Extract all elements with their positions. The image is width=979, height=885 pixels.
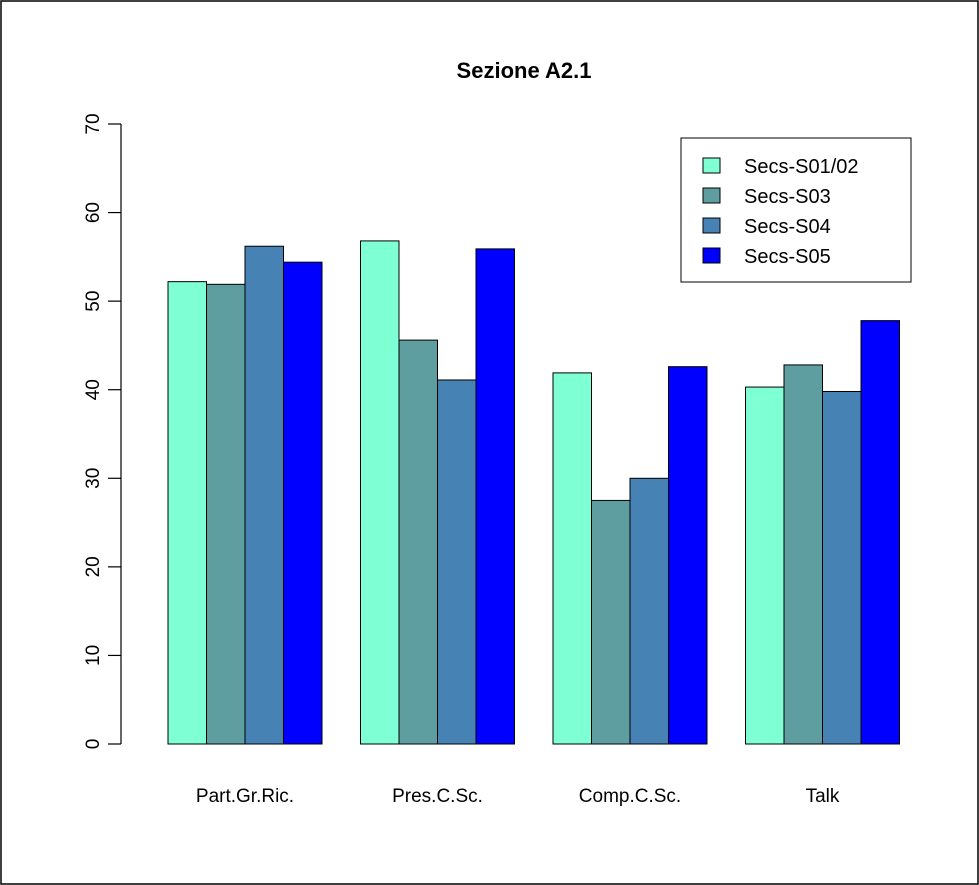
x-tick-label: Talk — [806, 786, 840, 807]
bar — [475, 248, 515, 745]
bar — [591, 499, 631, 745]
legend-label: Secs-S01/02 — [744, 156, 859, 178]
bar — [860, 320, 900, 745]
bar — [244, 245, 284, 745]
y-tick-label: 20 — [83, 556, 104, 577]
bar — [206, 283, 246, 745]
y-tick-label: 50 — [83, 291, 104, 312]
legend: Secs-S01/02 Secs-S03 Secs-S04 Secs-S05 — [680, 137, 912, 283]
chart-title: Sezione A2.1 — [457, 58, 592, 83]
bar — [283, 261, 323, 745]
bar — [668, 366, 708, 745]
bar — [783, 364, 823, 745]
legend-swatch — [702, 187, 721, 204]
x-tick-label: Part.Gr.Ric. — [196, 786, 294, 807]
y-tick-label: 0 — [83, 739, 104, 750]
x-axis-labels: Part.Gr.Ric. Pres.C.Sc. Comp.C.Sc. Talk — [196, 786, 840, 807]
legend-label: Secs-S05 — [744, 246, 831, 268]
bar — [745, 386, 785, 745]
bar — [398, 339, 438, 745]
legend-swatch — [702, 157, 721, 174]
bar — [167, 281, 207, 745]
y-tick-label: 60 — [83, 202, 104, 223]
bar — [360, 240, 400, 745]
y-tick-label: 40 — [83, 379, 104, 400]
y-tick-label: 30 — [83, 468, 104, 489]
bars — [167, 240, 900, 745]
legend-label: Secs-S03 — [744, 186, 831, 208]
bar — [822, 390, 862, 745]
x-tick-label: Pres.C.Sc. — [392, 786, 483, 807]
x-tick-label: Comp.C.Sc. — [579, 786, 681, 807]
legend-swatch — [702, 217, 721, 234]
bar — [629, 477, 669, 745]
bar — [552, 372, 592, 745]
legend-swatch — [702, 247, 721, 264]
legend-label: Secs-S04 — [744, 216, 831, 238]
bar — [437, 379, 477, 745]
y-axis: 0 10 20 30 40 50 60 70 — [83, 113, 122, 750]
y-tick-label: 70 — [83, 113, 104, 134]
y-tick-label: 10 — [83, 645, 104, 666]
